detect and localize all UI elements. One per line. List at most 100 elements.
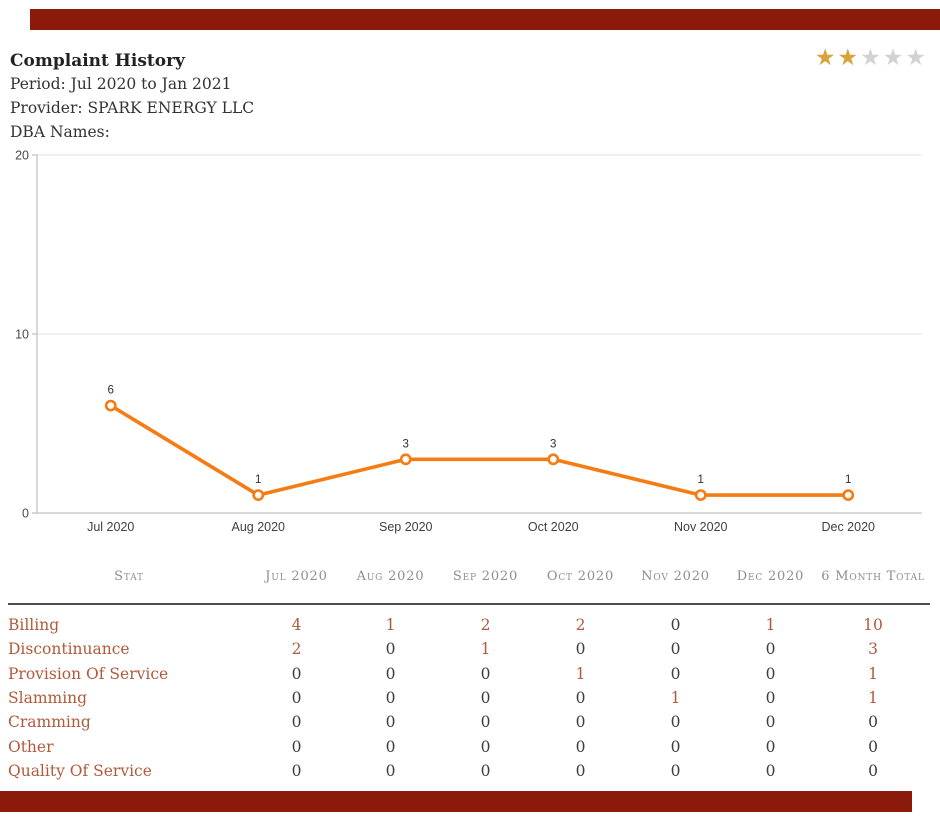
value-cell: 0 <box>291 713 302 732</box>
value-cell: 0 <box>480 761 491 780</box>
category-label: Other <box>8 737 54 756</box>
category-label: Discontinuance <box>8 640 130 659</box>
y-tick-label: 0 <box>22 507 29 521</box>
star-empty-icon: ★ <box>905 45 928 71</box>
star-empty-icon: ★ <box>860 45 883 71</box>
period-text: Period: Jul 2020 to Jan 2021 <box>10 75 232 93</box>
data-point-marker <box>694 489 707 501</box>
value-cell: 0 <box>765 689 776 708</box>
total-cell: 1 <box>868 664 878 683</box>
total-cell: 1 <box>868 689 878 708</box>
data-point-label: 1 <box>845 474 851 486</box>
value-cell: 0 <box>385 689 396 708</box>
table-row: Slamming 0 0 0 0 1 0 1 <box>8 686 940 710</box>
value-cell: 0 <box>670 640 681 659</box>
value-cell: 1 <box>765 616 776 635</box>
value-cell: 0 <box>670 737 681 756</box>
value-cell: 0 <box>291 737 302 756</box>
data-point-marker <box>104 399 117 412</box>
page-title: Complaint History <box>10 51 185 71</box>
value-cell: 2 <box>575 616 586 635</box>
value-cell: 1 <box>385 616 396 635</box>
value-cell: 0 <box>385 640 396 659</box>
complaint-line-chart: 0 10 20 6 Jul 2020 1 Aug 2020 3 Sep 2020 3 Oct 202… <box>0 148 940 552</box>
report-header: Complaint History Period: Jul 2020 to Ja… <box>0 0 940 144</box>
data-point-marker <box>547 453 560 466</box>
category-label: Provision Of Service <box>8 664 169 683</box>
value-cell: 2 <box>480 616 491 635</box>
value-cell: 0 <box>670 713 681 732</box>
table-row: Cramming 0 0 0 0 0 0 0 <box>8 710 940 734</box>
table-row: Other 0 0 0 0 0 0 0 <box>8 734 940 758</box>
value-cell: 0 <box>291 689 302 708</box>
x-axis-label: Nov 2020 <box>674 520 728 534</box>
table-row: Quality Of Service 0 0 0 0 0 0 0 <box>8 759 940 783</box>
table-header-divider <box>8 603 930 605</box>
x-axis-label: Aug 2020 <box>231 520 285 534</box>
value-cell: 0 <box>385 737 396 756</box>
value-cell: 0 <box>480 713 491 732</box>
total-cell: 0 <box>868 737 878 756</box>
dba-names-text: DBA Names: <box>10 123 110 141</box>
table-column-header: Jul 2020 <box>265 568 328 584</box>
value-cell: 0 <box>575 689 586 708</box>
value-cell: 0 <box>670 616 681 635</box>
table-column-header: Aug 2020 <box>356 568 425 584</box>
data-point-label: 1 <box>255 474 261 486</box>
table-column-header: Stat <box>114 568 144 584</box>
data-point-label: 3 <box>550 438 556 450</box>
category-label: Billing <box>8 616 60 635</box>
total-cell: 0 <box>868 713 878 732</box>
x-axis-label: Dec 2020 <box>821 520 875 534</box>
value-cell: 0 <box>670 761 681 780</box>
value-cell: 0 <box>575 737 586 756</box>
value-cell: 0 <box>480 737 491 756</box>
star-filled-icon: ★ <box>837 45 861 71</box>
report-card: Complaint History Period: Jul 2020 to Ja… <box>0 0 940 783</box>
bottom-accent-bar <box>0 791 912 812</box>
value-cell: 4 <box>291 616 302 635</box>
category-label: Cramming <box>8 713 91 732</box>
value-cell: 0 <box>291 664 302 683</box>
value-cell: 0 <box>765 761 776 780</box>
value-cell: 0 <box>575 713 586 732</box>
table-row: Provision Of Service 0 0 0 1 0 0 1 <box>8 662 940 686</box>
value-cell: 1 <box>670 689 681 708</box>
category-label: Quality Of Service <box>8 761 152 780</box>
data-point-label: 1 <box>698 474 704 486</box>
table-row: Billing 4 1 2 2 0 1 10 <box>8 613 940 637</box>
data-point-label: 6 <box>108 385 114 397</box>
y-tick-label: 20 <box>15 149 29 163</box>
star-empty-icon: ★ <box>882 45 906 71</box>
provider-text: Provider: SPARK ENERGY LLC <box>10 99 255 117</box>
data-point-marker <box>842 489 855 501</box>
value-cell: 0 <box>765 713 776 732</box>
table-column-header: Nov 2020 <box>641 568 710 584</box>
complaint-table: Stat Jul 2020 Aug 2020 Sep 2020 Oct 2020 Nov … <box>0 554 940 783</box>
total-cell: 3 <box>868 640 878 659</box>
report-header-text: Complaint History Period: Jul 2020 to Ja… <box>10 50 254 144</box>
data-point-marker <box>399 453 412 466</box>
y-tick-label: 10 <box>15 328 29 342</box>
x-axis-label: Sep 2020 <box>379 520 433 534</box>
value-cell: 0 <box>765 737 776 756</box>
chart-svg: 0 10 20 6 Jul 2020 1 Aug 2020 3 Sep 2020 3 Oct 202… <box>15 149 922 534</box>
value-cell: 0 <box>670 664 681 683</box>
x-axis-label: Oct 2020 <box>528 520 579 534</box>
value-cell: 0 <box>765 664 776 683</box>
x-axis-label: Jul 2020 <box>87 520 134 534</box>
data-point-marker <box>252 489 265 501</box>
value-cell: 0 <box>385 664 396 683</box>
table-column-header: 6 Month Total <box>821 568 925 584</box>
table-column-header: Oct 2020 <box>546 568 615 584</box>
series-line <box>108 403 851 497</box>
value-cell: 0 <box>480 689 491 708</box>
star-rating: ★★★★★ <box>815 44 928 72</box>
table-header-row: Stat Jul 2020 Aug 2020 Sep 2020 Oct 2020 Nov … <box>8 554 940 598</box>
value-cell: 0 <box>385 713 396 732</box>
value-cell: 2 <box>291 640 302 659</box>
value-cell: 0 <box>575 761 586 780</box>
value-cell: 0 <box>291 761 302 780</box>
value-cell: 0 <box>765 640 776 659</box>
top-accent-bar <box>30 9 940 30</box>
